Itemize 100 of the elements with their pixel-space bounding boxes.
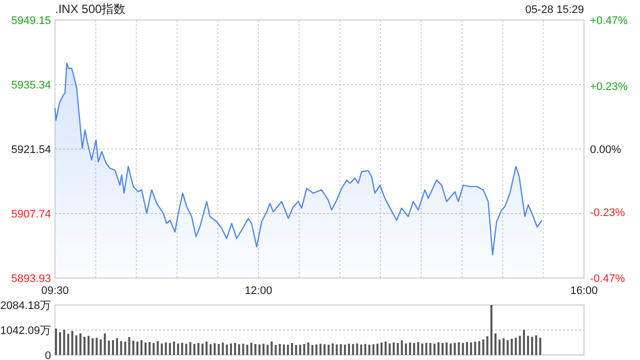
bar [498,340,501,355]
bar [522,330,525,355]
bar [136,342,138,355]
bar [454,342,456,355]
bar [332,343,334,355]
bar [494,333,496,355]
bar [160,343,163,355]
bar [433,344,436,355]
x-tick-label: 12:00 [244,285,272,297]
bar [75,335,78,355]
bar [83,336,86,355]
bar [282,344,285,355]
bar [67,334,70,355]
bar [514,338,517,355]
bar [518,336,521,355]
bar [270,342,273,355]
bar [173,342,176,355]
bar [421,343,424,355]
bar [470,342,472,355]
y-tick-label: 5949.15 [11,15,51,27]
bar [201,344,204,355]
bar [458,342,460,355]
bar [324,344,326,355]
bar [299,344,302,355]
bar [539,338,542,355]
bar [96,338,98,355]
bar [388,343,391,355]
bar [344,344,346,355]
bar [490,305,492,355]
bar [148,342,151,355]
bar [124,342,126,355]
y2-tick-label: 0.00% [590,144,622,156]
bar [278,344,281,355]
bar [348,344,350,355]
bar [380,342,383,355]
y-tick-label: 0 [44,350,51,360]
bar [177,343,180,355]
bar [429,343,432,355]
bar [55,328,57,355]
chart-title: .INX 500指数 [55,2,126,16]
bar [63,330,66,355]
bar [104,333,106,355]
bar [210,344,212,355]
bar [144,342,147,355]
text: 05-28 15:29 [525,4,584,16]
bar [510,338,513,355]
bar [364,344,366,355]
bar [242,344,244,355]
bar [384,342,387,355]
bar [446,342,448,355]
bar [120,341,122,355]
bar [295,344,298,355]
bar [311,344,314,355]
bar [246,344,248,355]
bar [413,343,416,355]
bar [193,344,196,355]
bar [214,343,216,355]
bar [328,344,330,355]
bar [376,344,378,355]
bar [92,338,94,355]
y2-tick-label: -0.23% [590,207,626,220]
bar [108,340,110,355]
bar [409,342,412,355]
bar [336,344,338,355]
bar [258,344,260,355]
y-tick-label: 1042.09万 [0,325,51,337]
bar [286,344,289,355]
bar [462,343,464,355]
bar [372,344,374,355]
y2-tick-label: +0.47% [590,15,628,27]
bar [396,343,399,355]
bar [168,343,171,355]
bar [226,344,228,355]
bar [234,343,236,355]
bar [266,344,269,355]
bar [132,340,134,355]
bar [197,343,200,355]
bar [238,344,240,355]
bar [164,342,167,355]
bar [250,342,252,355]
y-tick-label: 5935.34 [11,80,51,92]
y2-tick-label: +0.23% [590,80,628,93]
bar [116,338,118,355]
bar [100,339,102,355]
x-tick-label: 09:30 [41,285,69,297]
bar [486,336,488,355]
y-tick-label: 2084.18万 [0,300,51,312]
bar [535,335,538,355]
bar [506,340,509,355]
bar [531,336,534,355]
bar [466,342,468,355]
bar [71,331,74,355]
y-tick-label: 5907.74 [11,208,51,220]
bar [181,342,184,355]
bar [152,343,155,355]
bar [222,342,224,355]
y-tick-label: 5921.54 [11,144,51,156]
bar [59,332,62,355]
bar [527,336,530,355]
bar [254,344,256,355]
